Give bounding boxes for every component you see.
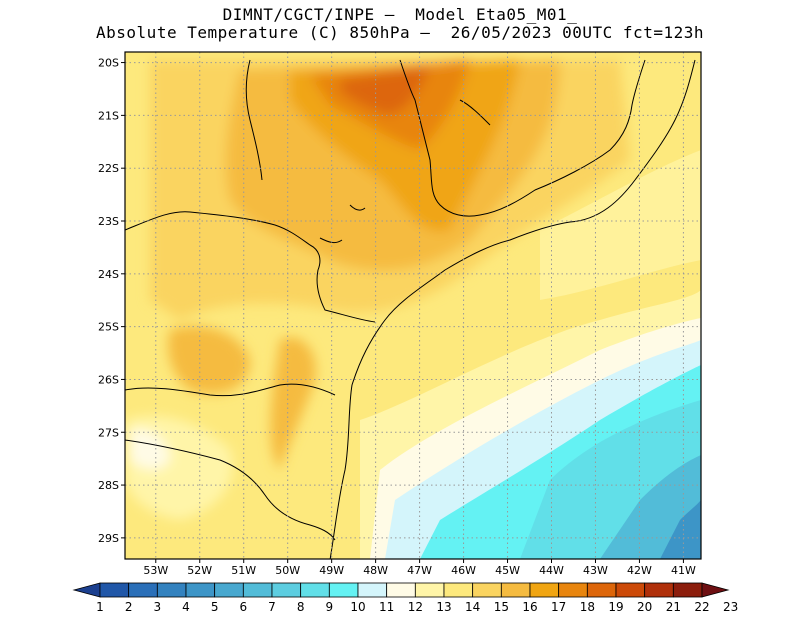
- lat-tick-label: 27S: [98, 426, 119, 439]
- title-line-2: Absolute Temperature (C) 850hPa – 26/05/…: [96, 23, 704, 42]
- colorbar-label: 6: [240, 600, 248, 614]
- lon-tick-labels: 53W 52W 51W 50W 49W 48W 47W 46W 45W 44W 43W 42W 41W: [143, 559, 696, 577]
- colorbar-segment: [644, 582, 674, 598]
- lat-tick-labels: 20S 21S 22S 23S 24S 25S 26S 27S 28S 29S: [98, 57, 125, 545]
- colorbar-label: 18: [580, 600, 595, 614]
- colorbar-segment: [615, 582, 646, 598]
- colorbar-segment: [472, 582, 502, 598]
- lon-tick-label: 49W: [319, 564, 344, 577]
- colorbar-segment: [300, 582, 330, 598]
- colorbar-segment: [242, 582, 273, 598]
- colorbar-label: 22: [694, 600, 709, 614]
- lat-tick-label: 26S: [98, 373, 119, 386]
- title-line-1: DIMNT/CGCT/INPE – Model Eta05_M01_: [222, 5, 578, 24]
- lon-tick-label: 44W: [539, 564, 564, 577]
- colorbar-segment: [156, 582, 187, 598]
- lat-tick-label: 25S: [98, 321, 119, 334]
- colorbar-segment: [99, 582, 130, 598]
- colorbar-segment: [357, 582, 388, 598]
- map-frame: [124, 51, 702, 560]
- colorbar-label: 3: [154, 600, 162, 614]
- colorbar-segment: [185, 582, 216, 598]
- colorbar-segment: [586, 582, 617, 598]
- colorbar-segment: [328, 582, 359, 598]
- colorbar-label: 14: [465, 600, 480, 614]
- colorbar-label: 5: [211, 600, 219, 614]
- lat-tick-label: 24S: [98, 268, 119, 281]
- colorbar-label: 1: [96, 600, 104, 614]
- lat-tick-label: 20S: [98, 57, 119, 70]
- colorbar-label: 23: [723, 600, 738, 614]
- lon-tick-label: 41W: [671, 564, 696, 577]
- colorbar-segment: [414, 582, 445, 598]
- lat-tick-label: 29S: [98, 532, 119, 545]
- colorbar-label: 10: [350, 600, 365, 614]
- colorbar-label: 8: [297, 600, 305, 614]
- colorbar-label: 16: [522, 600, 537, 614]
- colorbar-label: 15: [494, 600, 509, 614]
- lon-tick-label: 51W: [231, 564, 256, 577]
- colorbar-segment: [271, 582, 302, 598]
- colorbar-segment: [128, 582, 158, 598]
- colorbar-segment: [500, 582, 531, 598]
- colorbar-segment: [672, 582, 703, 598]
- lat-tick-label: 28S: [98, 479, 119, 492]
- lon-tick-label: 43W: [583, 564, 608, 577]
- colorbar-label: 17: [551, 600, 566, 614]
- colorbar-label: 12: [408, 600, 423, 614]
- lon-tick-label: 52W: [187, 564, 212, 577]
- lon-tick-label: 47W: [407, 564, 432, 577]
- colorbar-label: 7: [268, 600, 276, 614]
- lat-tick-label: 22S: [98, 162, 119, 175]
- lat-tick-label: 23S: [98, 215, 119, 228]
- colorbar-label: 2: [125, 600, 133, 614]
- lon-tick-label: 48W: [363, 564, 388, 577]
- colorbar-label: 4: [182, 600, 190, 614]
- colorbar-segment: [558, 582, 588, 598]
- colorbar-label: 11: [379, 600, 394, 614]
- lon-tick-label: 45W: [495, 564, 520, 577]
- colorbar-segment: [214, 582, 244, 598]
- map-title: DIMNT/CGCT/INPE – Model Eta05_M01_ Absol…: [0, 6, 800, 42]
- colorbar-segment: [443, 582, 474, 598]
- lon-tick-label: 50W: [275, 564, 300, 577]
- colorbar-label: 20: [637, 600, 652, 614]
- colorbar-segment: [386, 582, 416, 598]
- lon-tick-label: 46W: [451, 564, 476, 577]
- colorbar: 1 2 3 4 5 6 7 8 9 10 11 12 13 14 15 16 17 18 19 20 21 22 23: [72, 582, 738, 614]
- colorbar-label: 13: [436, 600, 451, 614]
- temperature-field: [125, 52, 701, 559]
- lon-tick-label: 53W: [143, 564, 168, 577]
- colorbar-label: 21: [666, 600, 681, 614]
- colorbar-min-arrow: [72, 582, 101, 598]
- lat-tick-label: 21S: [98, 109, 119, 122]
- grid-lines: [125, 52, 701, 559]
- colorbar-label: 9: [326, 600, 334, 614]
- lon-tick-label: 42W: [627, 564, 652, 577]
- colorbar-label: 19: [608, 600, 623, 614]
- colorbar-segment: [529, 582, 560, 598]
- colorbar-max-arrow: [701, 582, 730, 598]
